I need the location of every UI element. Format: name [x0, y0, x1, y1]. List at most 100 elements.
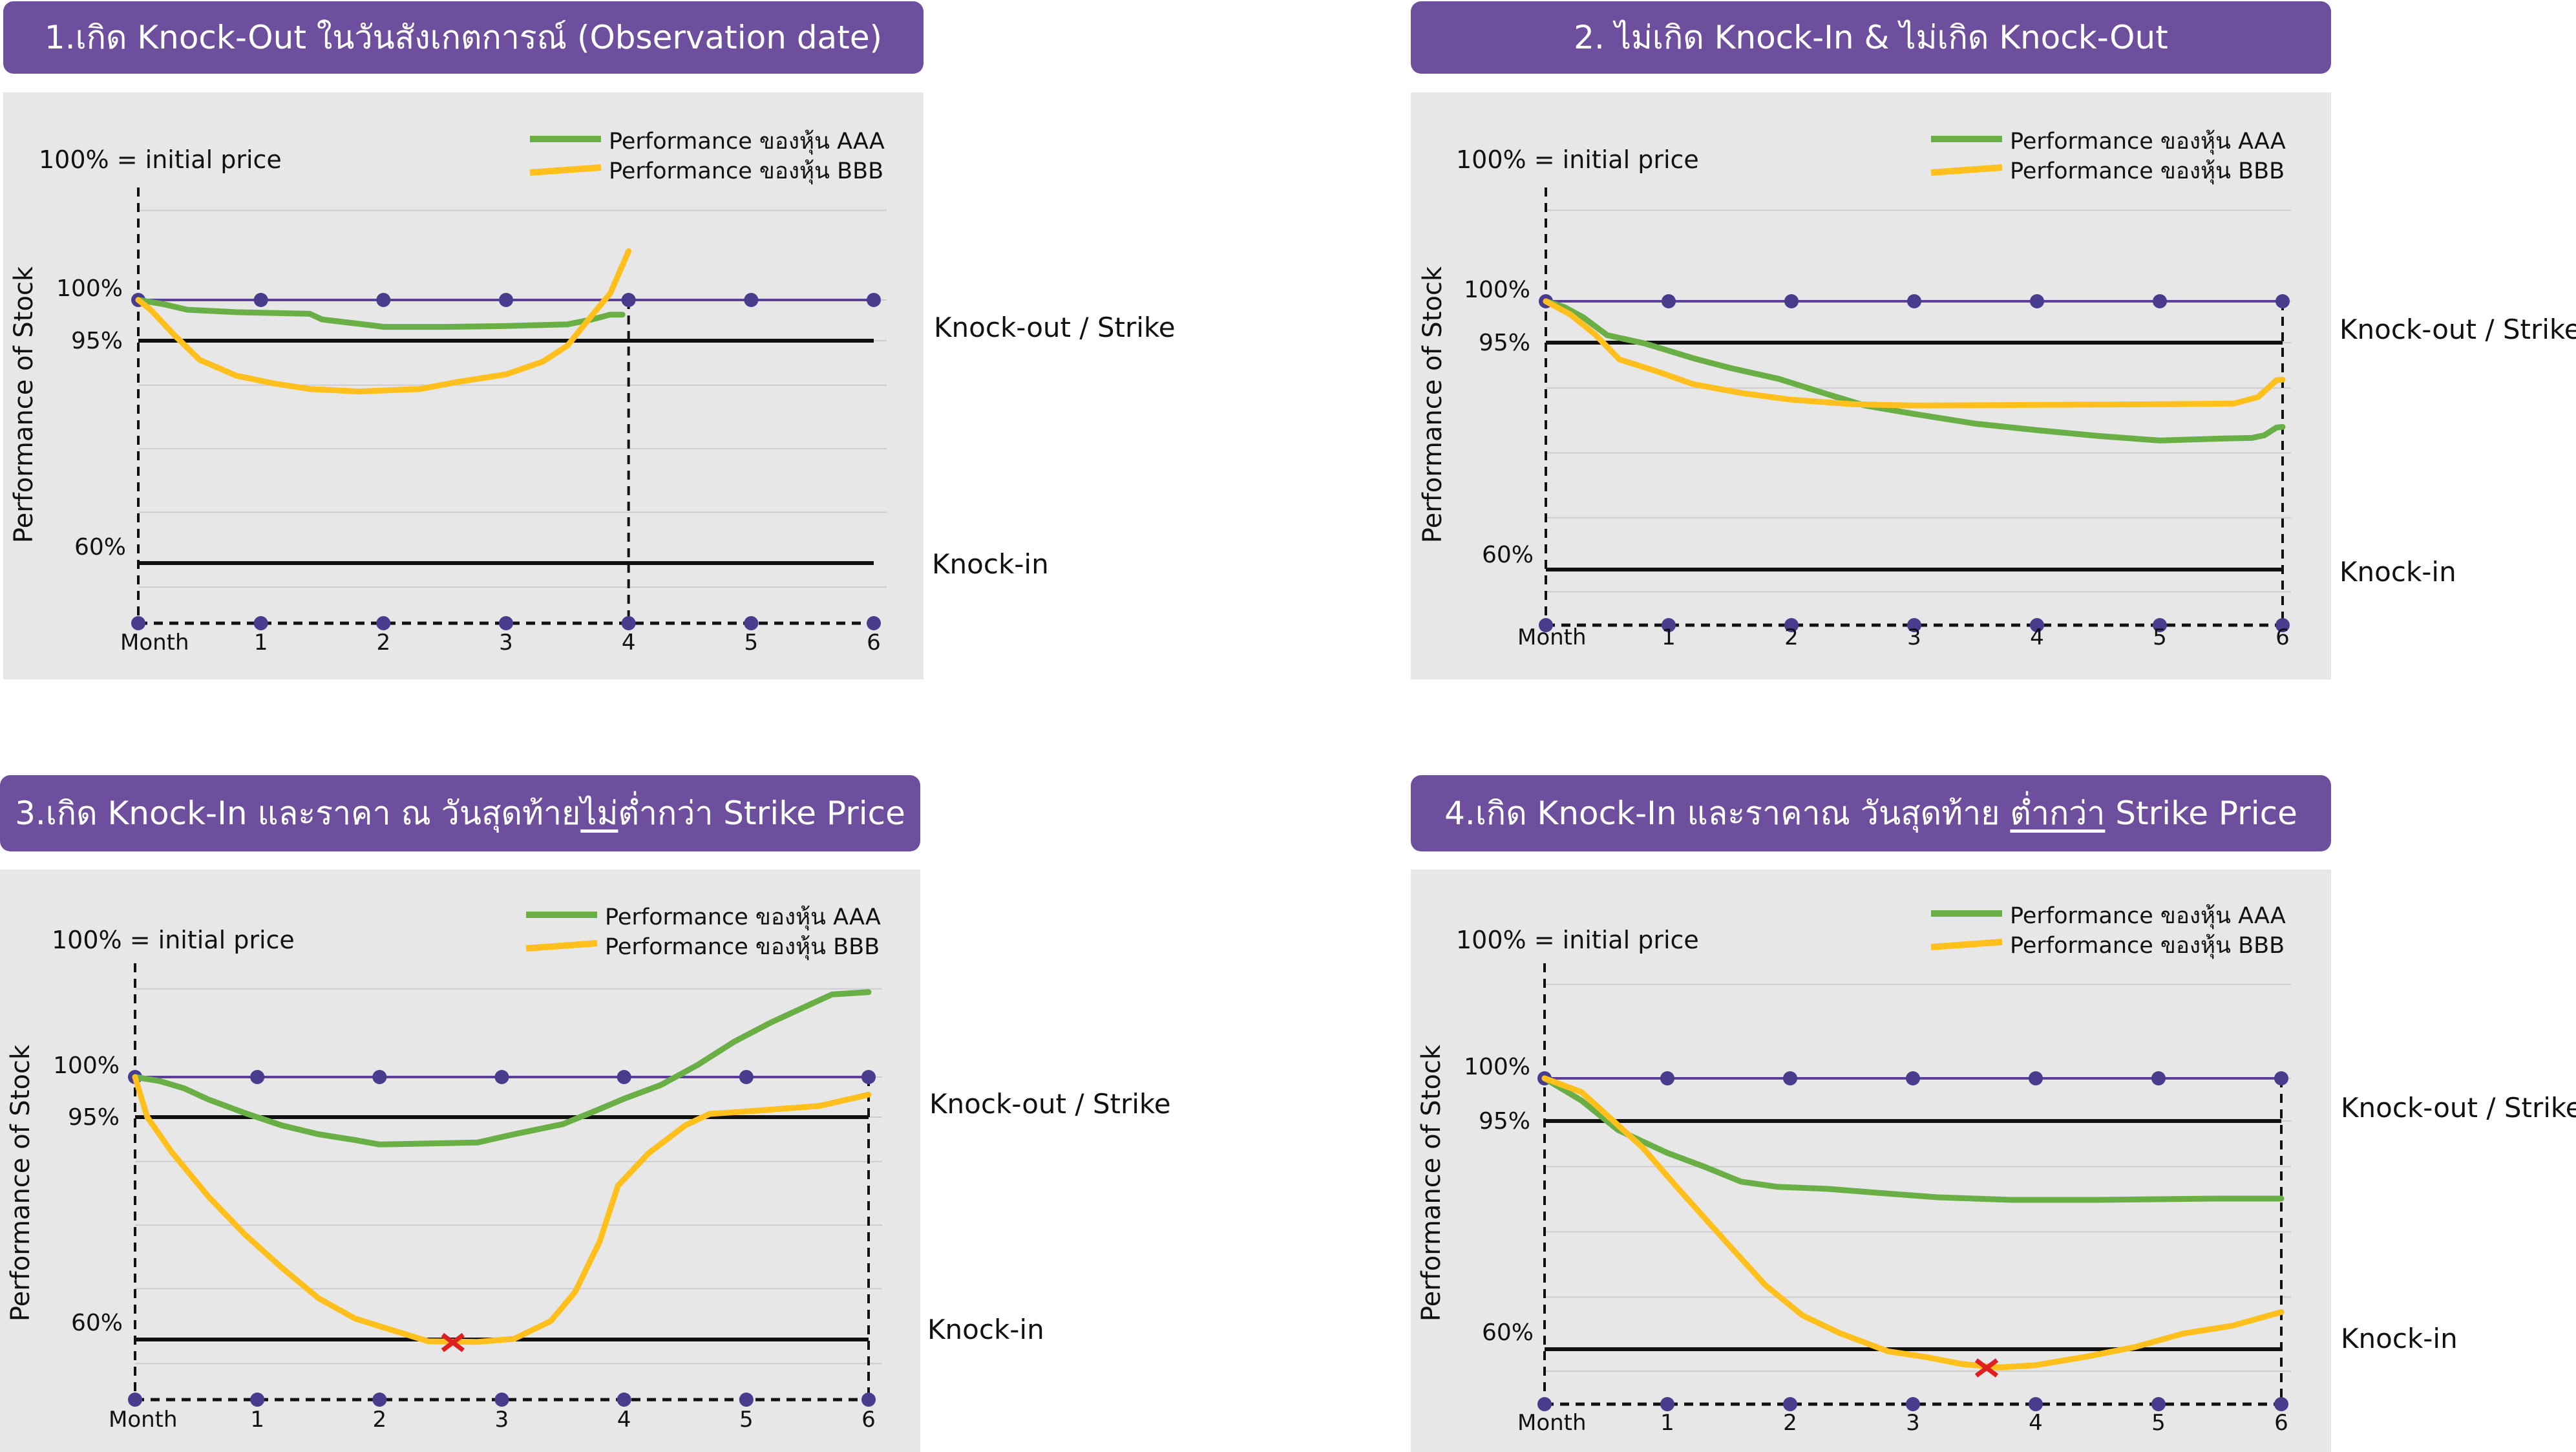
x-tick-label: 2: [1784, 625, 1799, 650]
y-axis-label: Performance of Stock: [9, 266, 39, 543]
legend-label: Performance ของหุ้น AAA: [609, 129, 885, 155]
x-axis-label: Month: [109, 1407, 178, 1433]
observation-dot: [1784, 294, 1799, 308]
series-line-bbb: [1541, 1075, 2285, 1371]
cross-stroke: [1974, 1358, 1999, 1378]
x-tick-label: 1: [1660, 1410, 1674, 1436]
month-dot: [131, 616, 145, 630]
panel-4-title: 4.เกิด Knock-In และราคาณ วันสุดท้าย ต่ำก…: [1411, 775, 2331, 851]
panel-4-plot-area: [1411, 870, 2331, 1452]
cross-stroke: [441, 1332, 465, 1352]
x-tick-label: 5: [2153, 625, 2167, 650]
y-tick-label: 95%: [68, 1104, 120, 1131]
panel-4-title-text: 4.เกิด Knock-In และราคาณ วันสุดท้าย: [1444, 794, 2000, 832]
observation-dot: [499, 293, 513, 307]
legend-label: Performance ของหุ้น BBB: [609, 158, 883, 184]
x-tick-label: 5: [739, 1407, 754, 1433]
observation-dot: [376, 293, 391, 307]
y-tick-label: 60%: [1482, 542, 1534, 568]
panel-2-knock-out-label: Knock-out / Strike: [2339, 314, 2576, 345]
month-dot: [250, 1393, 265, 1407]
x-tick-label: 1: [254, 630, 268, 656]
panel-3-title: 3.เกิด Knock-In และราคา ณ วันสุดท้ายไม่ต…: [0, 775, 920, 851]
x-tick-label: 6: [2275, 625, 2290, 650]
month-dot: [253, 616, 268, 630]
panel-4-title-underlined: ต่ำกว่า: [2010, 794, 2106, 832]
x-tick-label: 4: [2030, 625, 2044, 650]
legend-swatch: [1930, 164, 2003, 176]
series-line-aaa: [1541, 1075, 2285, 1203]
y-axis-label: Performance of Stock: [1417, 1044, 1446, 1321]
legend-label: Performance ของหุ้น AAA: [2010, 129, 2286, 155]
observation-dot: [494, 1070, 509, 1084]
month-dot: [867, 616, 881, 630]
panel-1-title-text: 1.เกิด Knock-Out ในวันสังเกตการณ์ (Obser…: [44, 18, 883, 56]
month-dot: [1907, 618, 1921, 632]
panel-3-knock-in-label: Knock-in: [927, 1314, 1044, 1345]
observation-dot: [2153, 294, 2167, 308]
initial-price-note: 100% = initial price: [1456, 926, 1699, 954]
panel-2-plot-area: [1411, 92, 2331, 679]
x-axis-label: Month: [1517, 625, 1587, 650]
initial-price-note: 100% = initial price: [1456, 145, 1699, 174]
panel-3-title-after: ต่ำกว่า Strike Price: [618, 794, 905, 832]
panel-2-title: 2. ไม่เกิด Knock-In & ไม่เกิด Knock-Out: [1411, 1, 2331, 74]
month-dot: [376, 616, 391, 630]
y-tick-label: 100%: [53, 1052, 120, 1079]
legend-swatch: [529, 164, 602, 176]
legend-label: Performance ของหุ้น BBB: [2010, 158, 2285, 184]
y-tick-label: 95%: [1479, 330, 1530, 356]
observation-dot: [2274, 1071, 2288, 1085]
legend-label: Performance ของหุ้น AAA: [2010, 903, 2286, 929]
observation-dot: [861, 1070, 876, 1084]
panel-1-plot-area: [3, 92, 924, 679]
x-tick-label: 1: [250, 1407, 264, 1433]
month-dot: [1784, 618, 1799, 632]
x-tick-label: 6: [867, 630, 881, 656]
series-line-aaa: [132, 989, 872, 1148]
month-dot: [372, 1393, 387, 1407]
observation-dot: [2275, 294, 2290, 308]
panel-3-knock-out-label: Knock-out / Strike: [929, 1088, 1171, 1120]
month-dot: [617, 1393, 631, 1407]
x-tick-label: 4: [622, 630, 636, 656]
month-dot: [499, 616, 513, 630]
observation-dot: [1783, 1071, 1797, 1085]
month-dot: [2274, 1397, 2288, 1411]
panel-1-title: 1.เกิด Knock-Out ในวันสังเกตการณ์ (Obser…: [3, 1, 924, 74]
observation-dot: [250, 1070, 265, 1084]
observation-dot: [1906, 1071, 1920, 1085]
month-dot: [128, 1393, 142, 1407]
legend-label: Performance ของหุ้น BBB: [2010, 933, 2285, 959]
x-tick-label: 5: [2151, 1410, 2166, 1436]
x-tick-label: 2: [373, 1407, 387, 1433]
x-axis-label: Month: [120, 630, 189, 656]
x-tick-label: 5: [744, 630, 759, 656]
month-dot: [861, 1393, 876, 1407]
observation-dot: [2029, 1071, 2043, 1085]
observation-dot: [867, 293, 881, 307]
month-dot: [1660, 1397, 1674, 1411]
observation-dot: [1662, 294, 1676, 308]
y-tick-label: 60%: [71, 1310, 123, 1336]
panel-3-plot-area: [0, 870, 920, 1452]
legend-label: Performance ของหุ้น AAA: [605, 904, 881, 930]
observation-dot: [2030, 294, 2044, 308]
series-line-bbb: [1543, 298, 2286, 409]
month-dot: [2030, 618, 2044, 632]
observation-dot: [1907, 294, 1921, 308]
panel-2-knock-in-label: Knock-in: [2339, 556, 2456, 588]
observation-dot: [744, 293, 759, 307]
month-dot: [744, 616, 759, 630]
y-tick-label: 95%: [71, 328, 123, 354]
panel-4-knock-out-label: Knock-out / Strike: [2341, 1092, 2576, 1124]
x-tick-label: 4: [617, 1407, 631, 1433]
month-dot: [621, 616, 636, 630]
y-tick-label: 60%: [1482, 1319, 1534, 1346]
month-dot: [1783, 1397, 1797, 1411]
x-tick-label: 3: [499, 630, 513, 656]
x-tick-label: 2: [377, 630, 391, 656]
